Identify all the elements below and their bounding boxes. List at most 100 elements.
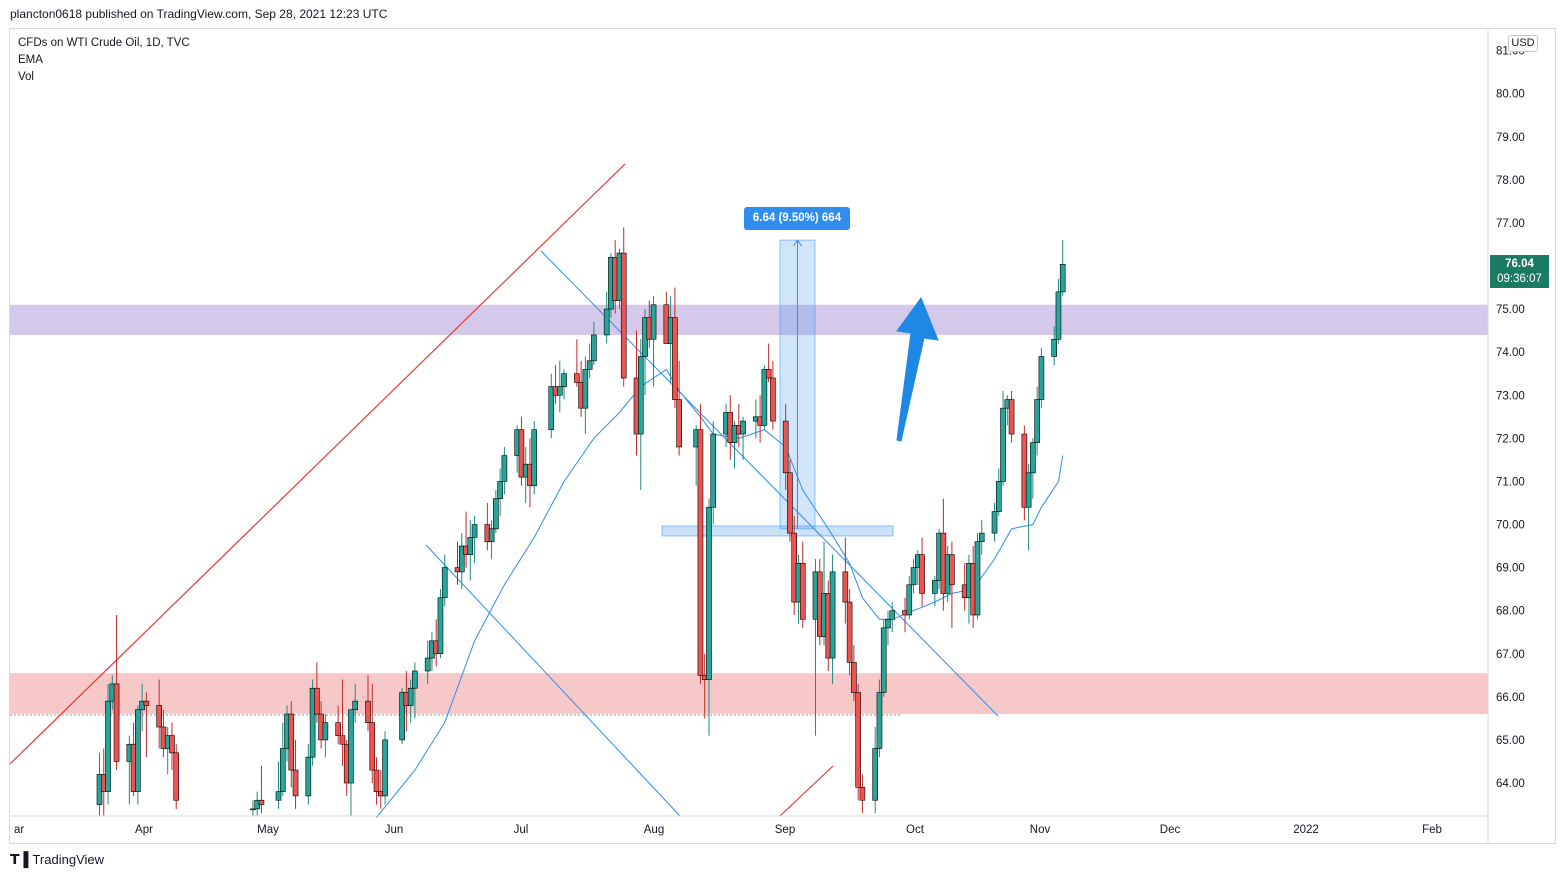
last-price-tag: 76.04 09:36:07 [1490,255,1549,288]
candle-body [1008,399,1015,435]
chart-legend[interactable]: CFDs on WTI Crude Oil, 1D, TVC EMA Vol [18,35,190,86]
candle-body [322,722,329,741]
candle-body [305,756,312,797]
candle-body [352,700,359,711]
descending-trendline [540,250,999,717]
candle-body [932,580,938,594]
price-tick-label: 79.00 [1496,132,1525,144]
candle-body [339,735,346,745]
candle-body [1034,399,1040,443]
candle-body [574,373,580,383]
price-tick-label: 72.00 [1496,433,1525,445]
candle-body [740,420,746,435]
candle-body [851,662,857,693]
candle-body [275,791,282,801]
candle-body [799,562,806,620]
candle-body [258,799,265,805]
candle-body [488,528,495,543]
time-tick-label: Apr [135,824,153,836]
candle-body [373,769,380,792]
candle-body [846,601,853,663]
candle-body [493,498,499,530]
candle-body [1059,263,1066,293]
candle-body [458,545,465,573]
candle-body [842,571,849,603]
candle-body [676,399,682,448]
resistance-zone [10,304,1488,335]
footer-brand-name: TradingView [32,852,105,867]
breakout-box [661,525,894,537]
candle-body [424,657,431,672]
price-tick-label: 71.00 [1496,476,1525,488]
candle-body [412,670,418,689]
candle-body [173,752,180,801]
time-tick-label: 2022 [1293,824,1319,836]
price-tick-label: 78.00 [1496,175,1525,187]
currency-badge[interactable]: USD [1508,35,1538,52]
tradingview-logo-icon: 𝗧▐ [10,851,28,867]
price-tick-label: 70.00 [1496,520,1525,532]
price-tick-label: 65.00 [1496,735,1525,747]
candle-body [876,692,883,749]
candle-body [885,618,891,629]
candle-body [582,369,589,409]
candle-body [880,627,887,693]
candle-body [1000,407,1006,482]
candle-body [919,554,925,594]
price-tick-label: 74.00 [1496,347,1525,359]
candle-body [250,808,256,811]
last-price-value: 76.04 [1505,258,1534,270]
time-tick-label: Sep [775,824,795,836]
candle-body [586,360,593,370]
channel-lower-line [425,544,681,817]
candle-body [1038,356,1045,400]
candle-body [761,369,768,426]
candle-body [1021,433,1028,508]
price-tick-label: 68.00 [1496,606,1525,618]
ema-line [376,368,1064,818]
footer-brand[interactable]: 𝗧▐ TradingView [10,851,104,868]
price-tick-label: 73.00 [1496,390,1525,402]
legend-volume[interactable]: Vol [18,71,34,83]
legend-ema[interactable]: EMA [18,54,43,66]
time-tick-label: Jul [514,824,529,836]
ema-layer [376,368,1064,818]
candle-body [978,532,985,543]
candle-body [501,455,508,482]
candle-body [399,692,405,741]
candle-body [620,252,627,379]
candle-body [548,386,555,431]
time-tick-label: ar [14,824,24,836]
measure-arrow-head [793,239,802,247]
candle-body [113,683,120,762]
candle-body [650,304,657,340]
time-tick-label: Jun [385,824,404,836]
price-axis: 81.0080.0079.0078.0077.0076.0075.0074.00… [1487,30,1525,844]
candle-body [906,584,913,616]
candle-body [637,356,644,435]
candle-body [156,705,162,728]
candle-body [382,739,388,797]
candle-body [561,373,567,387]
candle-body [105,700,111,792]
candle-body [518,429,525,478]
candle-body [497,481,503,499]
candle-body [309,687,316,758]
candle-body [441,567,448,599]
publisher-info: plancton0618 published on TradingView.co… [10,7,388,21]
candle-body [279,748,286,792]
time-tick-label: Oct [906,824,925,836]
candle-body [710,433,717,508]
legend-symbol[interactable]: CFDs on WTI Crude Oil, 1D, TVC [18,37,190,49]
candle-body [143,700,150,706]
candle-body [1025,472,1032,508]
candle-body [1030,442,1036,474]
candle-body [706,506,712,680]
candle-body [135,709,141,792]
price-tick-label: 77.00 [1496,218,1525,230]
trendlines-layer [9,163,999,817]
candle-body [995,481,1002,512]
time-tick-label: Aug [644,824,664,836]
chart-frame[interactable] [9,28,1556,844]
